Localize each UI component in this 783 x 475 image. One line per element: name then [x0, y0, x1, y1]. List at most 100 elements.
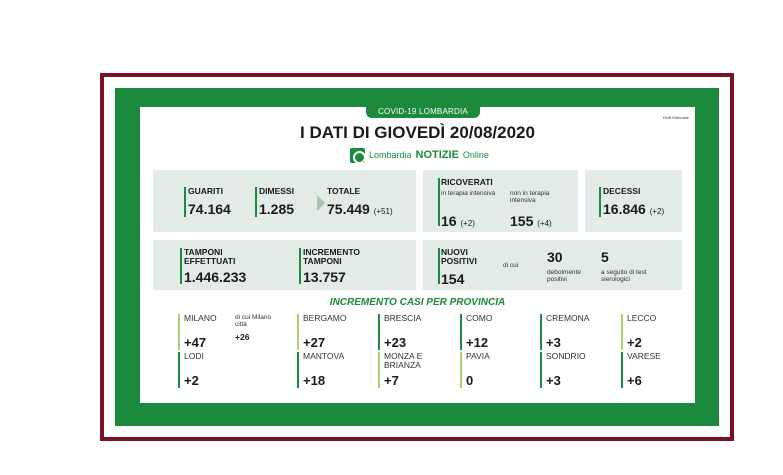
ricoverati-box: RICOVERATI in terapia intensiva 16 (+2) … — [423, 170, 578, 232]
summary-box: GUARITI 74.164 DIMESSI 1.285 TOTALE 75.4… — [153, 170, 416, 232]
debolmente-value: 30 — [547, 249, 563, 265]
decessi-label: DECESSI — [603, 186, 641, 196]
totale-delta: (+51) — [373, 207, 393, 216]
logo-notizie: NOTIZIE — [415, 149, 459, 161]
lombardia-rose-icon — [350, 147, 366, 164]
province-item: LODI +2 — [178, 352, 258, 388]
province-bar — [378, 352, 380, 388]
non-intensiva-value: 155 (+4) — [510, 213, 552, 229]
province-value: +7 — [384, 373, 399, 388]
province-item: MANTOVA +18 — [297, 352, 377, 388]
province-name: MONZA E BRIANZA — [384, 351, 423, 370]
non-intensiva-label: non in terapia intensiva — [510, 190, 550, 204]
incremento-tamponi-label: INCREMENTO TAMPONI — [303, 247, 360, 266]
intensiva-label: in terapia intensiva — [441, 190, 496, 197]
province-name: LECCO — [627, 313, 657, 323]
province-item: SONDRIO +3 — [540, 352, 620, 388]
ricoverati-label: RICOVERATI — [441, 177, 493, 187]
province-value: +23 — [384, 335, 407, 350]
province-bar — [460, 314, 462, 350]
province-bar — [178, 314, 180, 350]
province-value: 0 — [466, 373, 474, 388]
province-item: MONZA E BRIANZA +7 — [378, 352, 458, 388]
province-item: CREMONA +3 — [540, 314, 620, 350]
incremento-bar — [299, 248, 301, 284]
province-bar — [621, 352, 623, 388]
page-title: I DATI DI GIOVEDÌ 20/08/2020 — [300, 123, 535, 142]
test-label: a seguito di test sierologici — [601, 269, 647, 283]
province-value: +27 — [303, 335, 326, 350]
province-bar — [378, 314, 380, 350]
intensiva-value: 16 (+2) — [441, 213, 475, 229]
ricoverati-bar — [438, 178, 440, 226]
dimessi-bar — [255, 187, 257, 217]
province-item: BRESCIA +23 — [378, 314, 458, 350]
province-item: COMO +12 — [460, 314, 540, 350]
decessi-bar — [599, 187, 601, 217]
province-bar — [460, 352, 462, 388]
positivi-bar — [438, 248, 440, 284]
province-name: MILANO — [184, 313, 217, 323]
positivi-value: 154 — [441, 271, 465, 287]
province-item: VARESE +6 — [621, 352, 701, 388]
test-value: 5 — [601, 249, 609, 265]
province-name: VARESE — [627, 351, 661, 361]
tamponi-bar — [180, 248, 182, 284]
tamponi-effettuati-label: TAMPONI EFFETTUATI — [184, 247, 236, 266]
province-note-value: +26 — [235, 332, 250, 342]
totale-label: TOTALE — [327, 186, 361, 196]
dimessi-value: 1.285 — [259, 201, 295, 217]
logo-lombardia: Lombardia — [369, 150, 412, 160]
province-item: PAVIA 0 — [460, 352, 540, 388]
province-bar — [178, 352, 180, 388]
province-name: LODI — [184, 351, 204, 361]
di-cui-text: di cui — [503, 262, 519, 269]
hub-editoriale-text: HUB Editoriale — [662, 115, 689, 120]
province-name: BRESCIA — [384, 313, 422, 323]
province-bar — [297, 352, 299, 388]
province-name: MANTOVA — [303, 351, 345, 361]
province-value: +3 — [546, 335, 561, 350]
province-value: +6 — [627, 373, 642, 388]
province-value: +2 — [627, 335, 642, 350]
covid-tag: COVID-19 LOMBARDIA — [366, 106, 480, 118]
province-item: LECCO +2 — [621, 314, 701, 350]
province-bar — [540, 352, 542, 388]
province-section-title: INCREMENTO CASI PER PROVINCIA — [329, 297, 506, 308]
lombardia-notizie-logo: Lombardia NOTIZIE Online — [350, 147, 489, 164]
totale-value: 75.449 (+51) — [327, 201, 393, 217]
incremento-tamponi-value: 13.757 — [303, 269, 346, 285]
province-value: +3 — [546, 373, 561, 388]
province-value: +12 — [466, 335, 489, 350]
positivi-label: NUOVI POSITIVI — [441, 247, 477, 266]
province-name: PAVIA — [466, 351, 490, 361]
province-name: SONDRIO — [546, 351, 586, 361]
guariti-bar — [184, 187, 186, 217]
decessi-value: 16.846 (+2) — [603, 201, 665, 217]
province-bar — [540, 314, 542, 350]
province-item: MILANO +47 di cui Milano città +26 — [178, 313, 271, 350]
province-name: BERGAMO — [303, 313, 347, 323]
infographic-card: COVID-19 LOMBARDIA HUB Editoriale I DATI… — [140, 106, 695, 403]
province-value: +47 — [184, 335, 207, 350]
arrow-icon — [317, 195, 325, 211]
positivi-box: NUOVI POSITIVI 154 di cui 30 debolmente … — [423, 240, 682, 290]
decessi-delta: (+2) — [649, 207, 665, 216]
province-bar — [621, 314, 623, 350]
tamponi-box: TAMPONI EFFETTUATI 1.446.233 INCREMENTO … — [153, 240, 416, 290]
logo-online: Online — [462, 150, 489, 160]
province-name: CREMONA — [546, 313, 590, 323]
province-note: di cui Milano città — [235, 314, 272, 328]
non-intensiva-delta: (+4) — [537, 219, 552, 228]
debolmente-label: debolmente positivi — [547, 269, 581, 283]
guariti-value: 74.164 — [188, 201, 231, 217]
guariti-label: GUARITI — [188, 186, 223, 196]
intensiva-delta: (+2) — [460, 219, 475, 228]
province-bar — [297, 314, 299, 350]
province-item: BERGAMO +27 — [297, 314, 377, 350]
tamponi-effettuati-value: 1.446.233 — [184, 269, 247, 285]
province-value: +18 — [303, 373, 326, 388]
dimessi-label: DIMESSI — [259, 186, 294, 196]
decessi-box: DECESSI 16.846 (+2) — [585, 170, 682, 232]
province-value: +2 — [184, 373, 199, 388]
